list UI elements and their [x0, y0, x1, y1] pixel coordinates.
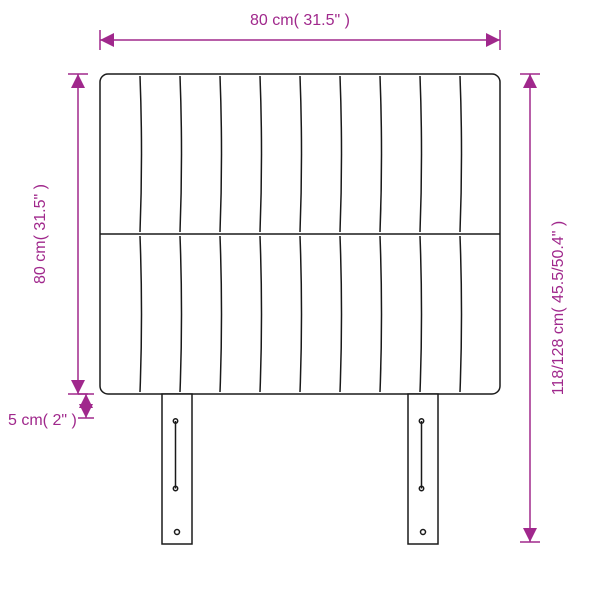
dim-label-left: 80 cm( 31.5" ) [32, 184, 50, 284]
dim-label-depth: 5 cm( 2" ) [8, 412, 77, 430]
dim-label-right: 118/128 cm( 45.5/50.4" ) [550, 221, 568, 395]
headboard-leg [408, 394, 438, 544]
diagram-container: 80 cm( 31.5" ) 80 cm( 31.5" ) 118/128 cm… [0, 0, 600, 600]
dim-label-top: 80 cm( 31.5" ) [250, 12, 350, 30]
headboard-leg [162, 394, 192, 544]
headboard [100, 74, 500, 394]
diagram-svg [0, 0, 600, 600]
